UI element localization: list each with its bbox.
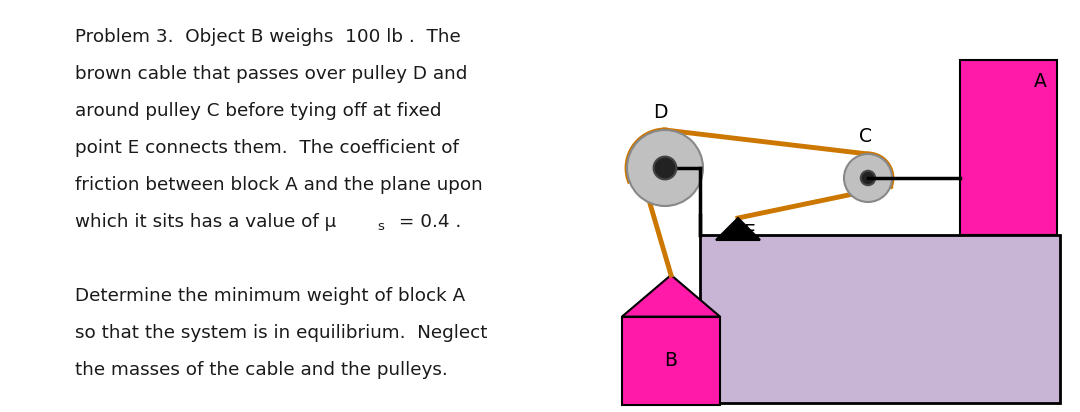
Bar (700, 235, 1059, 403)
Text: friction between block A and the plane upon: friction between block A and the plane u… (75, 176, 483, 194)
Circle shape (627, 130, 703, 206)
Text: s: s (377, 220, 383, 233)
Text: Determine the minimum weight of block A: Determine the minimum weight of block A (75, 287, 465, 305)
Circle shape (861, 171, 875, 185)
Text: so that the system is in equilibrium.  Neglect: so that the system is in equilibrium. Ne… (75, 324, 487, 342)
Polygon shape (716, 218, 760, 240)
Text: E: E (743, 223, 755, 242)
Text: D: D (652, 103, 667, 122)
Text: the masses of the cable and the pulleys.: the masses of the cable and the pulleys. (75, 361, 448, 379)
Circle shape (653, 157, 676, 179)
Bar (622, 316, 720, 405)
Text: around pulley C before tying off at fixed: around pulley C before tying off at fixe… (75, 102, 442, 120)
Circle shape (843, 154, 892, 202)
Text: brown cable that passes over pulley D and: brown cable that passes over pulley D an… (75, 65, 468, 83)
Text: A: A (1035, 72, 1047, 91)
Text: Problem 3.  Object B weighs  100 lb .  The: Problem 3. Object B weighs 100 lb . The (75, 28, 461, 46)
Text: B: B (664, 351, 677, 370)
Text: which it sits has a value of μ: which it sits has a value of μ (75, 213, 336, 231)
Polygon shape (622, 275, 720, 316)
Text: = 0.4 .: = 0.4 . (393, 213, 461, 231)
Text: C: C (860, 127, 873, 146)
Bar (960, 60, 1057, 235)
Text: point E connects them.  The coefficient of: point E connects them. The coefficient o… (75, 139, 459, 157)
